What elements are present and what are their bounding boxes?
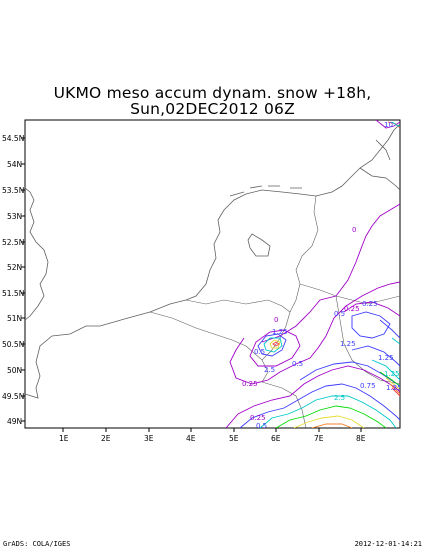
lat-label: 54.5N (2, 134, 24, 143)
contour-label: 1.25 (386, 384, 402, 392)
contour-label: 10 (384, 121, 393, 129)
lat-label: 49N (7, 417, 22, 426)
contour-label: 0.5 (334, 310, 345, 318)
contour-label: 0.5 (254, 348, 265, 356)
footer-credit: GrADS: COLA/IGES (3, 540, 71, 548)
contour-label: 0.25 (242, 380, 258, 388)
lat-label: 50.5N (2, 340, 24, 349)
lat-axis: 54.5N 54N 53.5N 53N 52.5N 52N 51.5N 51N … (2, 134, 25, 426)
contour-label: 2.5 (264, 366, 275, 374)
lat-label: 52.5N (2, 238, 24, 247)
contour-label: 1.25 (378, 354, 394, 362)
map-title-line2: Sun,02DEC2012 06Z (130, 100, 295, 118)
map-title-line1: UKMO meso accum dynam. snow +18h, (53, 84, 372, 102)
lon-label: 3E (144, 434, 154, 443)
snow-contours (225, 120, 400, 428)
contour-label: 1.25 (272, 328, 288, 336)
lon-label: 2E (101, 434, 111, 443)
contour-label: 0.25 (250, 414, 266, 422)
contour-labels: 0 0.25 0 0.25 1.25 0.5 0.5 1.25 0.25 0.5… (242, 121, 402, 430)
lon-label: 7E (314, 434, 324, 443)
lat-label: 51N (7, 314, 22, 323)
footer-timestamp: 2012-12-01-14:21 (354, 540, 422, 548)
lat-label: 53N (7, 212, 22, 221)
contour-label: 1.25 (384, 370, 400, 378)
contour-label: 0.5 (292, 360, 303, 368)
coastline (25, 123, 400, 399)
lon-label: 8E (356, 434, 366, 443)
country-borders (149, 195, 400, 428)
contour-label: 0.25 (344, 305, 360, 313)
lat-label: 51.5N (2, 289, 24, 298)
lon-axis: 1E 2E 3E 4E 5E 6E 7E 8E (59, 428, 366, 443)
contour-label: 0.75 (360, 382, 376, 390)
plot-frame (24, 119, 401, 429)
lat-label: 53.5N (2, 186, 24, 195)
contour-label: 2.5 (334, 394, 345, 402)
lon-label: 6E (271, 434, 281, 443)
lat-label: 49.5N (2, 392, 24, 401)
lat-label: 52N (7, 263, 22, 272)
lon-label: 4E (186, 434, 196, 443)
lat-label: 50N (7, 366, 22, 375)
contour-label: 0.25 (362, 300, 378, 308)
contour-label: 1.25 (340, 340, 356, 348)
lat-label: 54N (7, 160, 22, 169)
lon-label: 5E (229, 434, 239, 443)
contour-label: 0.5 (256, 422, 267, 430)
lon-label: 1E (59, 434, 69, 443)
contour-label: 0 (352, 226, 356, 234)
contour-label: 0 (274, 316, 278, 324)
